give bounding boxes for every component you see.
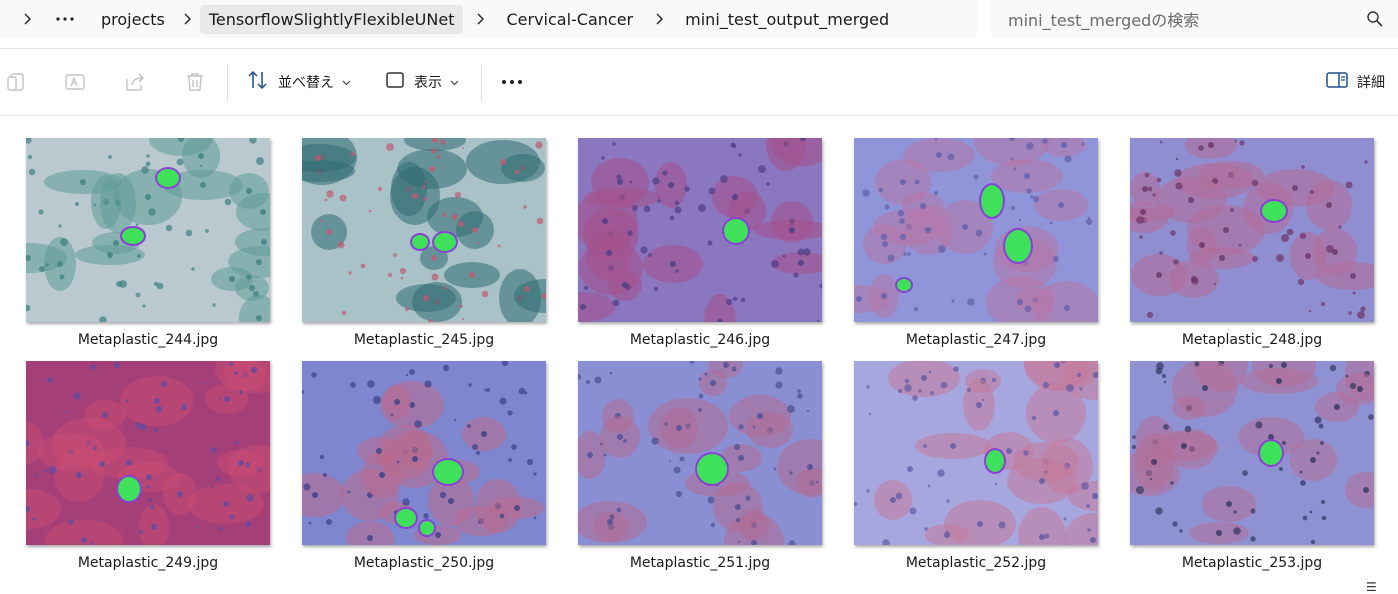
view-icon xyxy=(385,70,405,94)
chevron-right-icon[interactable] xyxy=(20,12,34,26)
search-box[interactable]: mini_test_mergedの検索 xyxy=(990,0,1398,38)
file-name: Metaplastic_248.jpg xyxy=(1181,332,1323,348)
search-input[interactable]: mini_test_mergedの検索 xyxy=(1008,11,1200,30)
thumbnail-image[interactable] xyxy=(854,138,1098,322)
rename-icon[interactable] xyxy=(64,71,86,93)
sort-button[interactable]: 並べ替え xyxy=(247,67,351,97)
thumbnail-image[interactable] xyxy=(854,361,1098,545)
thumbnail-image[interactable] xyxy=(578,138,822,322)
thumbnail-image[interactable] xyxy=(302,138,546,322)
breadcrumb-cervical-cancer[interactable]: Cervical-Cancer xyxy=(506,9,634,29)
file-name: Metaplastic_247.jpg xyxy=(905,332,1047,348)
thumbnail-image[interactable] xyxy=(26,138,270,322)
breadcrumb-projects[interactable]: projects xyxy=(101,9,165,29)
file-name: Metaplastic_246.jpg xyxy=(629,332,771,348)
delete-icon[interactable] xyxy=(184,71,206,93)
toolbar-separator xyxy=(481,65,482,101)
file-name: Metaplastic_244.jpg xyxy=(77,332,219,348)
toolbar-separator xyxy=(227,65,228,101)
file-grid: Metaplastic_244.jpg Metaplastic_245.jpg Me… xyxy=(0,116,1398,590)
details-pane-icon xyxy=(1326,71,1348,93)
more-folders-icon[interactable] xyxy=(52,6,78,32)
file-name: Metaplastic_245.jpg xyxy=(353,332,495,348)
sort-label: 並べ替え xyxy=(278,75,334,91)
file-name: Metaplastic_253.jpg xyxy=(1181,555,1323,571)
details-label: 詳細 xyxy=(1357,75,1385,91)
divider xyxy=(0,115,1398,116)
file-name: Metaplastic_249.jpg xyxy=(77,555,219,571)
chevron-right-icon[interactable] xyxy=(652,12,666,26)
thumbnail-image[interactable] xyxy=(26,361,270,545)
view-label: 表示 xyxy=(414,75,442,91)
breadcrumb-tensorflow-unet[interactable]: TensorflowSlightlyFlexibleUNet xyxy=(199,4,464,34)
more-options-icon[interactable] xyxy=(501,79,523,87)
thumbnail-image[interactable] xyxy=(1130,361,1374,545)
file-name: Metaplastic_250.jpg xyxy=(353,555,495,571)
chevron-right-icon[interactable] xyxy=(180,12,194,26)
divider xyxy=(0,48,1398,49)
chevron-right-icon[interactable] xyxy=(473,12,487,26)
thumbnail-image[interactable] xyxy=(302,361,546,545)
breadcrumb-current-folder[interactable]: mini_test_output_merged xyxy=(685,9,890,29)
search-icon[interactable] xyxy=(1366,10,1384,28)
view-button[interactable]: 表示 xyxy=(385,67,459,97)
copy-icon[interactable] xyxy=(5,71,27,93)
address-bar[interactable]: projects TensorflowSlightlyFlexibleUNet … xyxy=(0,0,978,38)
view-mode-icon[interactable]: ☰ xyxy=(1366,580,1377,594)
file-name: Metaplastic_251.jpg xyxy=(629,555,771,571)
share-icon[interactable] xyxy=(124,71,146,93)
thumbnail-image[interactable] xyxy=(1130,138,1374,322)
sort-icon xyxy=(247,69,269,95)
chevron-down-icon xyxy=(450,74,459,90)
command-bar: 並べ替え 表示 詳細 xyxy=(0,49,1398,115)
details-button[interactable]: 詳細 xyxy=(1326,67,1385,97)
file-name: Metaplastic_252.jpg xyxy=(905,555,1047,571)
thumbnail-image[interactable] xyxy=(578,361,822,545)
chevron-down-icon xyxy=(342,74,351,90)
